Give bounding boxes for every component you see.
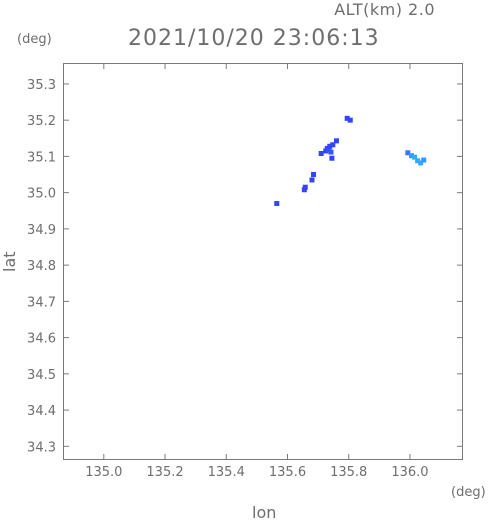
altitude-label: ALT(km) 2.0	[334, 0, 435, 19]
data-point	[418, 160, 424, 166]
x-tick-label: 135.8	[330, 465, 367, 480]
y-tick-label: 34.5	[27, 368, 56, 383]
y-tick-label: 35.1	[27, 150, 56, 165]
data-point	[405, 150, 411, 156]
y-tick-label: 34.6	[27, 332, 56, 347]
data-point	[328, 149, 334, 155]
y-tick-label: 34.4	[27, 404, 56, 419]
data-point	[327, 143, 333, 149]
x-tick-label: 135.2	[146, 465, 183, 480]
data-point	[309, 177, 315, 183]
x-tick-label: 135.4	[208, 465, 245, 480]
data-point	[421, 157, 427, 163]
data-point	[330, 142, 336, 148]
data-point	[302, 184, 308, 190]
x-tick-label: 135.6	[269, 465, 306, 480]
data-point	[344, 115, 350, 121]
data-point	[329, 155, 335, 161]
y-tick-label: 35.2	[27, 114, 56, 129]
data-point	[408, 153, 414, 159]
y-tick-label: 34.8	[27, 259, 56, 274]
plot-frame	[63, 63, 463, 460]
x-tick-label: 136.0	[391, 465, 428, 480]
data-point	[318, 151, 324, 157]
data-point	[311, 172, 317, 178]
data-point	[347, 117, 353, 123]
y-tick-label: 34.7	[27, 295, 56, 310]
y-tick-label: 34.9	[27, 223, 56, 238]
data-point	[274, 201, 280, 207]
data-point	[415, 158, 421, 164]
y-tick-label: 35.0	[27, 187, 56, 202]
data-point	[323, 148, 329, 154]
x-tick-label: 135.0	[85, 465, 122, 480]
y-tick-label: 34.3	[27, 440, 56, 455]
y-tick-label: 35.3	[27, 78, 56, 93]
data-point	[333, 138, 339, 144]
x-axis-unit: (deg)	[451, 485, 486, 500]
x-axis-title: lon	[252, 503, 277, 522]
data-point	[301, 187, 307, 193]
timestamp-label: 2021/10/20 23:06:13	[128, 26, 380, 51]
data-point	[412, 154, 418, 160]
y-axis-unit: (deg)	[17, 32, 52, 47]
